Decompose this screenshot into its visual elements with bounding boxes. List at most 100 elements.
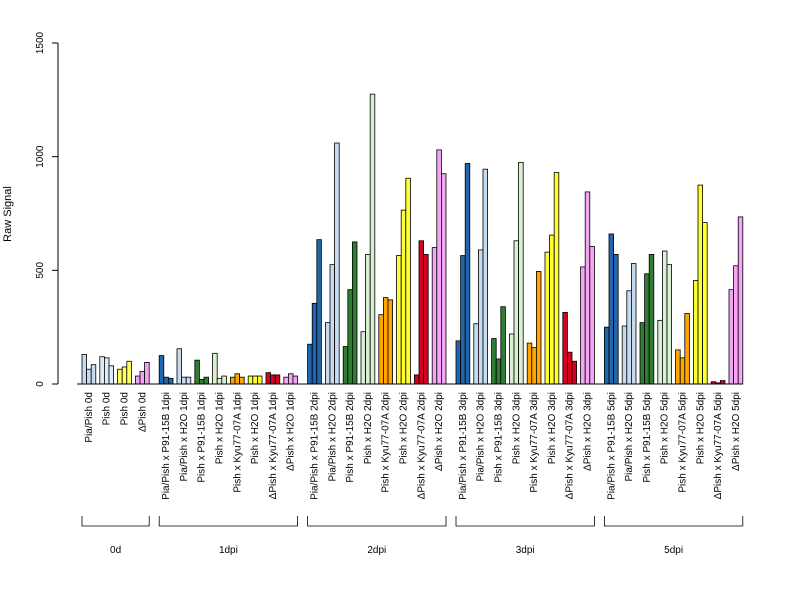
x-tick-label: Pish x Kyu77-07A 5dpi <box>678 392 689 493</box>
x-tick-label: Pish x P91-15B 3dpi <box>494 392 505 483</box>
bar <box>455 340 461 385</box>
bar <box>334 142 340 385</box>
bar <box>693 280 699 385</box>
bar <box>621 325 628 385</box>
bar <box>360 331 366 385</box>
bar <box>104 357 110 385</box>
bars <box>81 93 744 385</box>
bar <box>81 354 87 385</box>
x-tick-label: ΔPish x H2O 2dpi <box>434 392 445 471</box>
bar <box>477 249 484 385</box>
bar <box>737 216 744 385</box>
bar <box>733 265 739 385</box>
bar <box>648 254 655 385</box>
bar <box>265 372 271 385</box>
bar <box>234 373 240 385</box>
bar <box>423 254 429 385</box>
x-tick-label: Pish x Kyu77-07A 3dpi <box>529 392 540 493</box>
bar <box>221 375 227 385</box>
bar <box>239 376 245 385</box>
bar <box>324 322 331 385</box>
group-bracket <box>307 516 447 527</box>
bar <box>342 346 349 385</box>
bar <box>495 358 502 385</box>
bar <box>405 177 411 385</box>
bar <box>613 254 619 385</box>
x-tick-label: Pia/Pish x H2O 3dpi <box>476 392 487 482</box>
y-tick-label: 0 <box>35 381 46 387</box>
x-tick-label: Pish 0d <box>102 392 113 425</box>
bar <box>252 375 258 385</box>
bar <box>117 368 123 385</box>
bar <box>144 362 150 385</box>
bar <box>90 364 97 385</box>
bar <box>584 191 591 385</box>
x-tick-label: Pish x H2O 1dpi <box>250 392 261 464</box>
bar <box>580 266 586 385</box>
bar <box>139 371 145 385</box>
bar <box>679 357 686 385</box>
group-label: 3dpi <box>516 545 535 556</box>
bar <box>631 263 637 385</box>
bar <box>387 299 393 385</box>
x-tick-label: Pish x H2O 2dpi <box>399 392 410 464</box>
bar <box>256 375 263 385</box>
bar <box>697 184 703 385</box>
bar <box>185 376 192 385</box>
x-tick-label: Pish x Kyu77-07A 2dpi <box>381 392 392 493</box>
bar <box>99 356 105 385</box>
x-tick-label: Pia/Pish x H2O 5dpi <box>624 392 635 482</box>
bar <box>473 323 479 385</box>
bar <box>158 355 165 385</box>
bar <box>464 163 471 385</box>
x-tick-label: Pish 0d <box>120 392 131 425</box>
bar <box>675 349 681 385</box>
bar <box>216 377 223 385</box>
bar <box>544 251 550 385</box>
x-tick-label: Pish x Kyu77-07A 1dpi <box>232 392 243 493</box>
group-label: 5dpi <box>664 545 683 556</box>
group-bracket <box>81 516 150 527</box>
x-tick-label: Pia/Pish x H2O 1dpi <box>179 392 190 482</box>
bar <box>347 289 353 385</box>
group-bracket <box>158 516 298 527</box>
x-tick-label: Pia/Pish x P91-15B 1dpi <box>161 392 172 500</box>
bar <box>639 322 645 385</box>
bar <box>134 375 141 385</box>
x-tick-label: ΔPish x H2O 5dpi <box>731 392 742 471</box>
bar <box>666 264 672 385</box>
bar <box>167 377 174 385</box>
bar <box>229 376 236 385</box>
x-tick-label: Pia/Pish x P91-15B 5dpi <box>606 392 617 500</box>
bar <box>626 290 632 385</box>
bar <box>436 149 442 385</box>
bar <box>274 374 281 385</box>
y-tick-label: 1500 <box>35 31 46 54</box>
group-label: 0d <box>110 545 121 556</box>
bar <box>728 289 734 385</box>
x-tick-label: Pia/Pish x H2O 2dpi <box>327 392 338 482</box>
x-tick-label: ΔPish x Kyu77-07A 2dpi <box>416 392 427 499</box>
bar <box>562 311 568 385</box>
bar <box>396 255 402 385</box>
x-tick-label: Pish x H2O 1dpi <box>215 392 226 464</box>
y-tick-label: 500 <box>35 262 46 279</box>
bar <box>508 333 515 385</box>
x-tick-label: Pish x P91-15B 2dpi <box>345 392 356 483</box>
bar <box>194 359 200 385</box>
bar <box>518 161 524 385</box>
bar <box>369 93 376 385</box>
bar <box>365 254 371 385</box>
group-bracket <box>604 516 744 527</box>
bar <box>287 373 294 385</box>
y-axis: 0 500 1000 1500 <box>35 31 59 387</box>
bar <box>549 234 555 385</box>
bar <box>351 241 358 385</box>
bar <box>702 222 708 385</box>
bar <box>567 351 573 385</box>
bar <box>126 360 132 385</box>
bar <box>212 352 218 385</box>
bar <box>720 380 726 385</box>
x-tick-label: Pia/Pish 0d <box>84 392 95 443</box>
